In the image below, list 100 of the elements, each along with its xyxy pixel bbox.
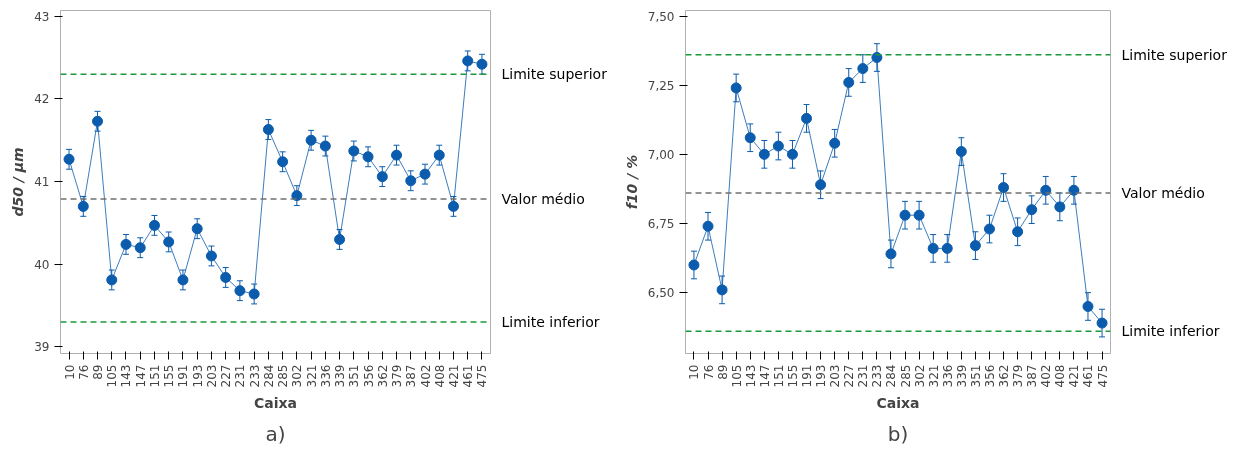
x-tick-label: 402 (1039, 364, 1054, 388)
y-tick-label: 7,50 (647, 9, 675, 24)
point (319, 140, 331, 152)
point (730, 82, 742, 94)
x-tick-label: 10 (62, 364, 77, 380)
ref-line-label: Valor médio (501, 190, 585, 207)
point (1054, 201, 1066, 213)
point (786, 148, 798, 160)
point (63, 153, 75, 165)
x-tick-label: 421 (446, 364, 461, 388)
y-tick-label: 43 (34, 9, 50, 24)
x-tick-label: 89 (715, 364, 730, 380)
x-tick-label: 475 (475, 364, 490, 388)
point (106, 274, 118, 286)
point (262, 124, 274, 136)
x-tick-label: 461 (1081, 364, 1096, 388)
x-tick-label: 151 (771, 364, 786, 388)
x-tick-label: 284 (884, 364, 899, 388)
y-tick-label: 7,25 (647, 78, 675, 93)
x-tick-label: 336 (318, 364, 333, 388)
point (205, 250, 217, 262)
x-tick-label: 191 (800, 364, 815, 388)
point (772, 140, 784, 152)
point (927, 242, 939, 254)
point (702, 220, 714, 232)
x-tick-label: 231 (233, 364, 248, 388)
x-tick-label: 76 (76, 364, 91, 380)
ref-line-label: Limite superior (501, 66, 608, 83)
point (163, 236, 175, 248)
x-tick-label: 193 (190, 364, 205, 388)
point (1012, 226, 1024, 238)
point (462, 55, 474, 67)
point (885, 248, 897, 260)
point (476, 58, 488, 70)
y-axis-title: d50 / µm (10, 147, 27, 217)
x-tick-label: 76 (701, 364, 716, 380)
x-tick-label: 336 (940, 364, 955, 388)
x-tick-label: 147 (757, 364, 772, 388)
point (447, 200, 459, 212)
ref-line-label: Limite superior (1121, 46, 1228, 63)
y-axis-title: f10 / % (623, 154, 640, 210)
x-tick-label: 351 (968, 364, 983, 388)
point (134, 242, 146, 254)
point (1096, 317, 1108, 329)
x-tick-label: 155 (785, 364, 800, 388)
x-tick-label: 387 (404, 364, 419, 388)
y-tick-label: 42 (34, 92, 50, 107)
x-tick-label: 203 (828, 364, 843, 388)
point (1040, 184, 1052, 196)
point (348, 145, 360, 157)
point (913, 209, 925, 221)
x-tick-label: 285 (276, 364, 291, 388)
y-tick-label: 6,75 (647, 216, 675, 231)
point (120, 238, 132, 250)
x-tick-label: 233 (247, 364, 262, 388)
y-tick-label: 6,50 (647, 286, 675, 301)
point (801, 112, 813, 124)
x-tick-label: 379 (1011, 364, 1026, 388)
point (983, 223, 995, 235)
x-tick-label: 475 (1095, 364, 1110, 388)
point (955, 146, 967, 158)
x-tick-label: 231 (856, 364, 871, 388)
point (177, 274, 189, 286)
y-tick-label: 41 (34, 175, 50, 190)
point (998, 182, 1010, 194)
x-tick-label: 421 (1067, 364, 1082, 388)
x-tick-label: 362 (997, 364, 1012, 388)
point (433, 149, 445, 161)
point (77, 200, 89, 212)
x-tick-label: 321 (926, 364, 941, 388)
x-tick-label: 362 (375, 364, 390, 388)
x-tick-label: 321 (304, 364, 319, 388)
point (1082, 300, 1094, 312)
x-tick-label: 356 (982, 364, 997, 388)
point (419, 168, 431, 180)
point (305, 134, 317, 146)
point (92, 115, 104, 127)
x-tick-label: 408 (1053, 364, 1068, 388)
x-tick-label: 191 (176, 364, 191, 388)
x-tick-label: 155 (162, 364, 177, 388)
x-tick-label: 339 (954, 364, 969, 388)
point (405, 175, 417, 187)
x-tick-label: 379 (390, 364, 405, 388)
x-tick-label: 105 (105, 364, 120, 388)
point (291, 190, 303, 202)
x-axis-title: Caixa (876, 395, 920, 412)
x-tick-label: 351 (347, 364, 362, 388)
x-tick-label: 387 (1025, 364, 1040, 388)
x-tick-label: 402 (418, 364, 433, 388)
x-tick-label: 151 (147, 364, 162, 388)
point (899, 209, 911, 221)
point (376, 171, 388, 183)
point (248, 288, 260, 300)
x-tick-label: 302 (290, 364, 305, 388)
x-tick-label: 147 (133, 364, 148, 388)
point (829, 137, 841, 149)
x-axis-title: Caixa (254, 395, 297, 412)
x-tick-label: 203 (204, 364, 219, 388)
ref-line-label: Valor médio (1121, 185, 1205, 202)
point (277, 156, 289, 168)
